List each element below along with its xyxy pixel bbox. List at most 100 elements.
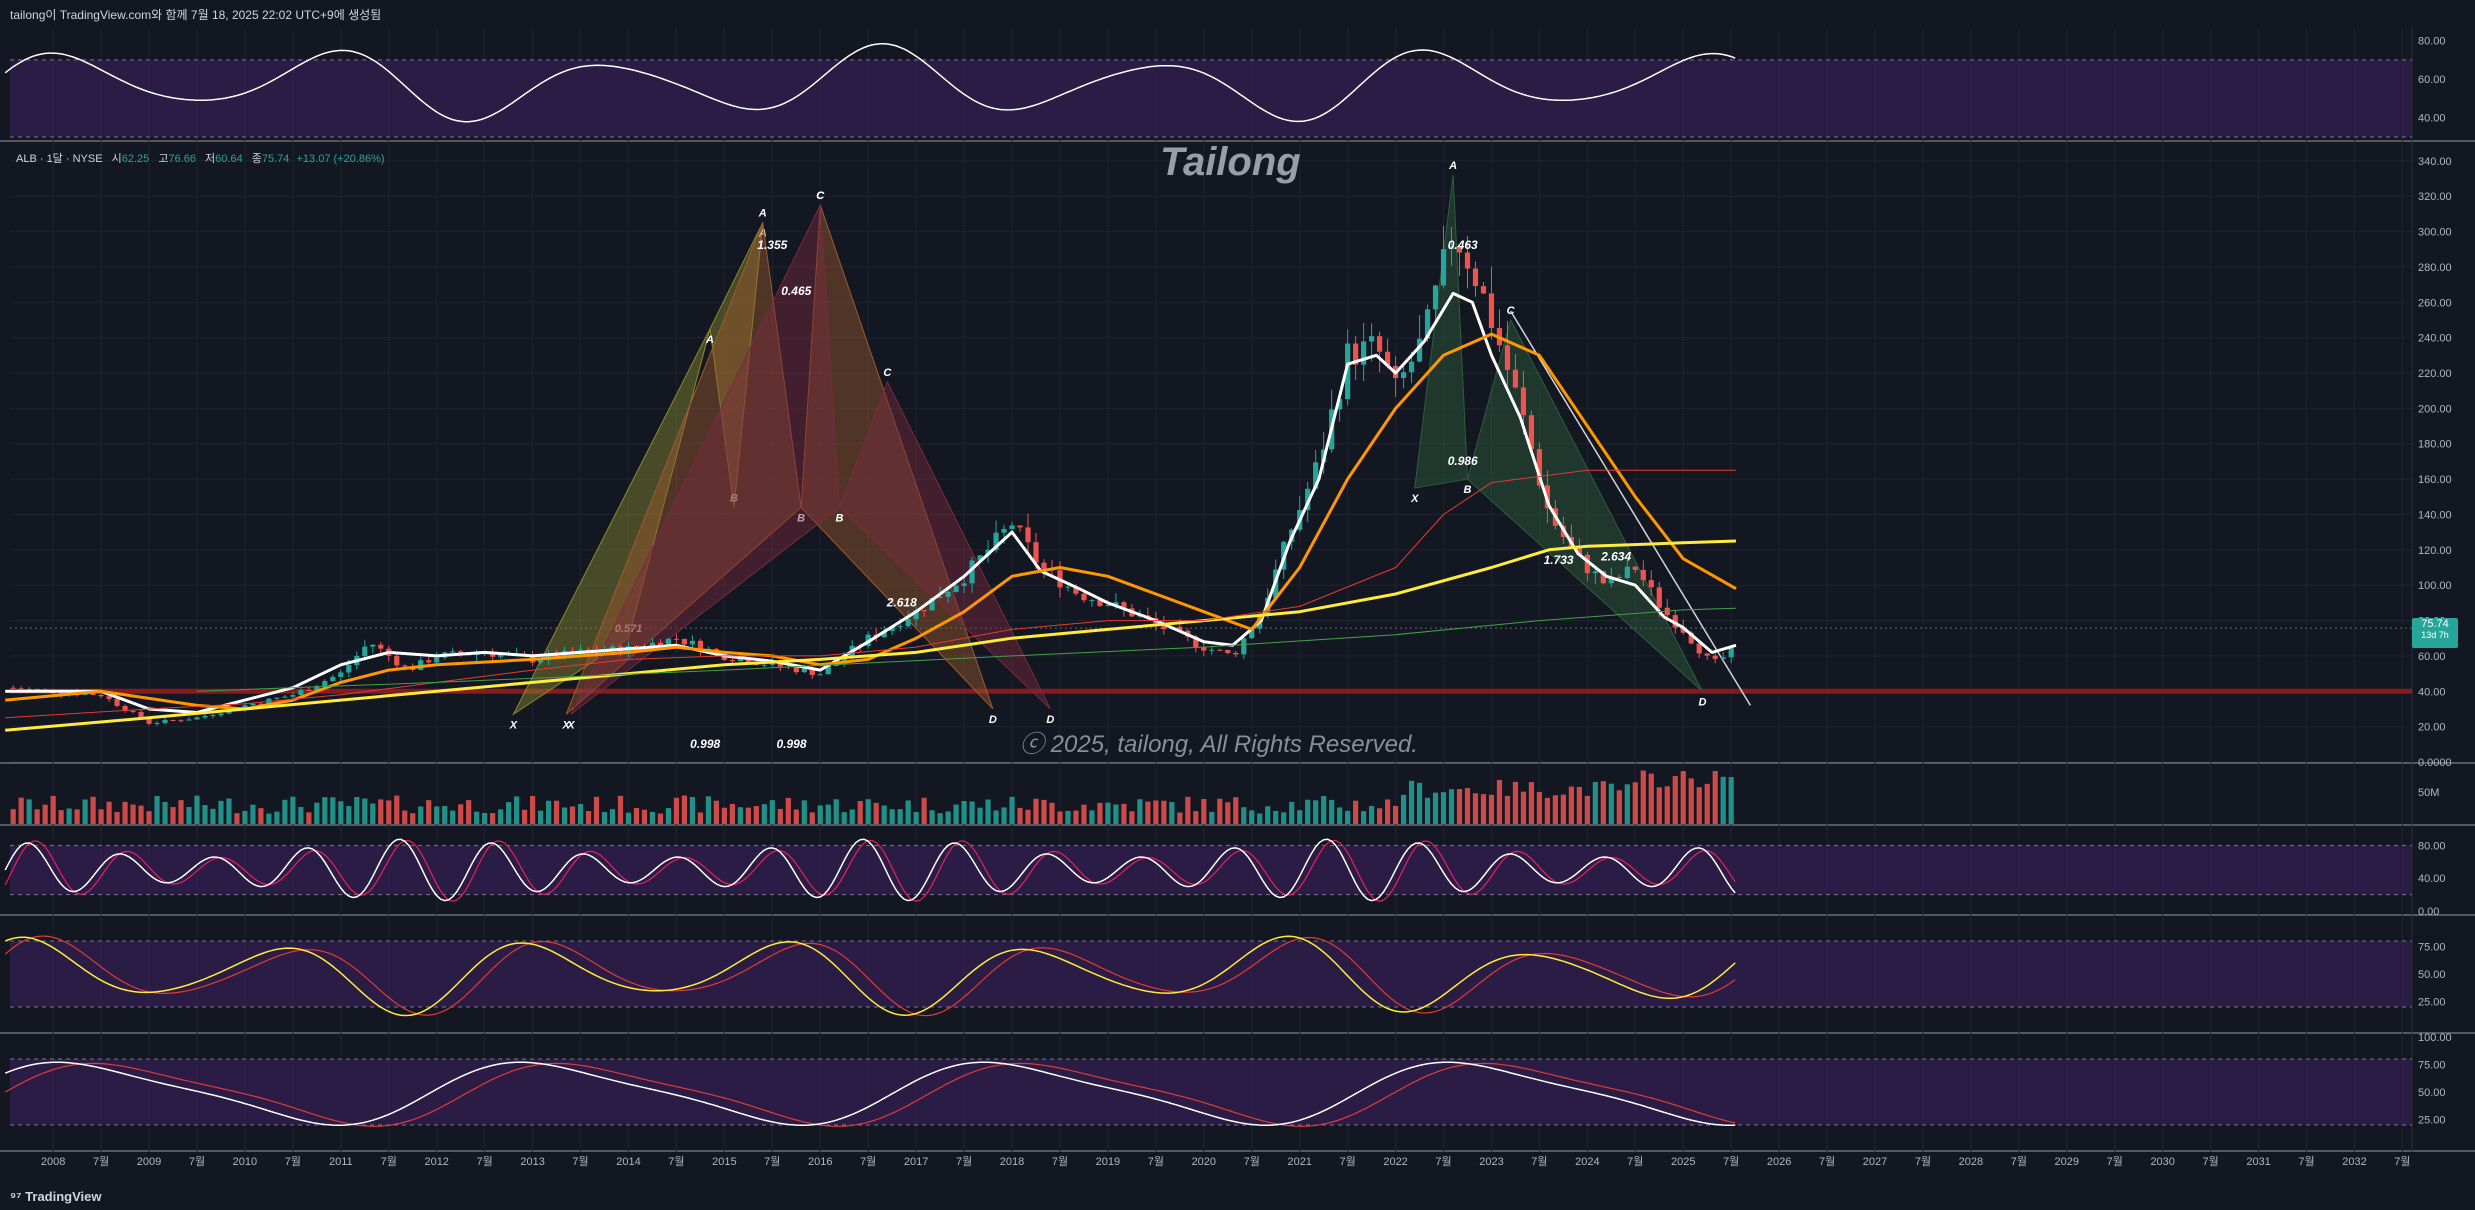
volume-bar [1209, 811, 1215, 824]
volume-bar [697, 812, 703, 824]
pattern-point-label: C [883, 367, 892, 379]
candle-body [1097, 600, 1103, 606]
volume-bar [18, 797, 24, 824]
time-axis-label: 7월 [189, 1155, 205, 1168]
harmonic-pattern-area [709, 222, 764, 508]
volume-bar [1432, 792, 1439, 824]
candle-body [1648, 580, 1654, 588]
candle-body [1704, 653, 1710, 656]
candle-body [1728, 648, 1734, 658]
time-axis-label: 2011 [329, 1156, 353, 1168]
last-price-countdown: 13d 7h [2421, 630, 2449, 640]
candle-body [665, 638, 672, 647]
candle-body [202, 715, 208, 718]
time-axis-label: 2014 [616, 1156, 640, 1168]
candle-body [1017, 525, 1023, 528]
time-axis-label: 7월 [1340, 1155, 1356, 1168]
candle-body [961, 583, 967, 586]
candle-body [553, 653, 560, 658]
volume-bar [1273, 810, 1279, 824]
volume-bar [1377, 808, 1383, 824]
candle-body [689, 640, 696, 645]
volume-bar [1704, 783, 1710, 824]
candle-body [194, 717, 200, 720]
volume-bar [1592, 782, 1598, 824]
oscillator-axis-tick: 25.00 [2418, 997, 2446, 1009]
candle-body [657, 642, 664, 647]
volume-bar [522, 809, 528, 824]
volume-bar [402, 810, 408, 824]
candle-body [945, 591, 951, 597]
candle-body [18, 688, 24, 690]
volume-bar [1289, 801, 1295, 824]
volume-bar [721, 807, 727, 824]
candle-body [1576, 546, 1582, 555]
time-axis-label: 7월 [93, 1155, 109, 1168]
candle-body [346, 665, 352, 673]
candle-body [1440, 249, 1447, 286]
volume-bar [961, 800, 967, 824]
volume-bar [1552, 795, 1558, 824]
volume-bar [1369, 805, 1375, 824]
candle-body [1025, 527, 1031, 543]
time-axis-label: 7월 [668, 1155, 684, 1168]
volume-bar [266, 813, 272, 824]
volume-bar [1081, 804, 1087, 824]
chart-canvas[interactable]: 2008 7월 2009 7월 2010 7월 2011 7월 2012 7월 2013 7월 2014… [0, 26, 2475, 1183]
volume-bar [537, 810, 544, 824]
time-axis-label: 7월 [1435, 1155, 1451, 1168]
volume-bar [833, 799, 839, 824]
pattern-point-label: 0.571 [615, 623, 643, 635]
trend-line [1510, 310, 1752, 706]
volume-bar [434, 806, 440, 824]
volume-bar [1057, 811, 1063, 824]
volume-bar [186, 807, 192, 824]
time-axis-label: 2013 [520, 1156, 544, 1168]
volume-bar [809, 812, 815, 824]
price-axis-tick: 160.00 [2418, 474, 2452, 486]
candle-body [1345, 343, 1351, 400]
volume-bar [633, 807, 640, 824]
candle-body [114, 699, 120, 706]
volume-bar [386, 800, 392, 824]
volume-bar [1464, 788, 1471, 824]
volume-bar [1193, 811, 1199, 824]
volume-bar [1089, 810, 1095, 824]
low-value: 60.64 [215, 153, 243, 165]
volume-bar [146, 811, 152, 824]
candle-body [1177, 626, 1183, 631]
volume-bar [90, 796, 96, 824]
oscillator-axis-tick: 25.00 [2418, 1115, 2446, 1127]
candle-body [745, 658, 751, 664]
candle-body [921, 610, 927, 612]
candle-body [1584, 554, 1590, 574]
volume-bar [1121, 803, 1127, 824]
pattern-point-label: B [730, 492, 738, 504]
bottom-bar: ⁹⁷ TradingView [0, 1183, 2475, 1210]
candle-body [146, 718, 152, 724]
tradingview-logo[interactable]: ⁹⁷ TradingView [10, 1189, 102, 1204]
volume-bar [681, 795, 688, 824]
volume-bar [1696, 787, 1702, 824]
candle-body [34, 688, 40, 690]
volume-bar [458, 804, 464, 824]
volume-bar [210, 808, 216, 824]
time-axis-label: 7월 [2011, 1155, 2027, 1168]
volume-bar [897, 809, 903, 824]
volume-bar [1688, 778, 1694, 824]
candle-body [1361, 341, 1367, 365]
volume-bar [218, 800, 224, 824]
candle-body [1337, 399, 1343, 410]
volume-bar [274, 811, 280, 824]
volume-bar [1472, 793, 1479, 824]
volume-bar [194, 795, 200, 824]
volume-bar [1049, 802, 1055, 824]
volume-bar [154, 795, 160, 824]
candle-body [138, 711, 144, 719]
harmonic-pattern-area [838, 380, 1051, 710]
volume-bar [873, 802, 879, 824]
candle-body [1408, 361, 1415, 373]
volume-bar [354, 796, 360, 824]
candle-body [314, 686, 320, 691]
candle-body [98, 695, 104, 697]
